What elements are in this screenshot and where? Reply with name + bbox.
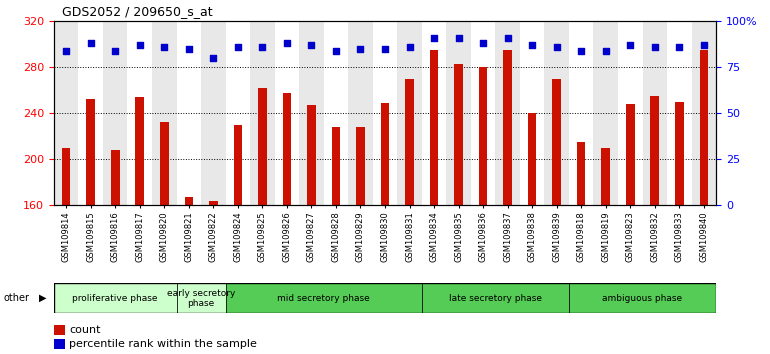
- Text: ambiguous phase: ambiguous phase: [602, 294, 682, 303]
- Point: [256, 44, 269, 50]
- Bar: [601, 148, 610, 205]
- Bar: [454, 64, 463, 205]
- Text: mid secretory phase: mid secretory phase: [277, 294, 370, 303]
- Point: [354, 46, 367, 52]
- Bar: [626, 104, 634, 205]
- Bar: [209, 201, 218, 205]
- Bar: [160, 122, 169, 205]
- Point: [673, 44, 685, 50]
- Text: proliferative phase: proliferative phase: [72, 294, 158, 303]
- Bar: [275, 21, 300, 205]
- Bar: [447, 21, 470, 205]
- Bar: [569, 21, 594, 205]
- Point: [109, 48, 122, 53]
- Bar: [258, 88, 266, 205]
- Point: [575, 48, 588, 53]
- Point: [305, 42, 317, 48]
- Bar: [495, 21, 520, 205]
- Bar: [111, 150, 119, 205]
- Point: [85, 40, 97, 46]
- Point: [453, 35, 465, 41]
- Bar: [128, 21, 152, 205]
- Point: [281, 40, 293, 46]
- Bar: [86, 99, 95, 205]
- Bar: [691, 21, 716, 205]
- Text: count: count: [69, 325, 101, 335]
- Bar: [226, 283, 422, 313]
- Point: [428, 35, 440, 41]
- Bar: [152, 21, 176, 205]
- Bar: [62, 148, 71, 205]
- Bar: [357, 127, 365, 205]
- Point: [698, 42, 710, 48]
- Point: [330, 48, 342, 53]
- Bar: [136, 97, 144, 205]
- Bar: [373, 21, 397, 205]
- Point: [182, 46, 195, 52]
- Bar: [185, 197, 193, 205]
- Text: GDS2052 / 209650_s_at: GDS2052 / 209650_s_at: [62, 5, 213, 18]
- Point: [648, 44, 661, 50]
- Bar: [430, 50, 438, 205]
- Bar: [54, 21, 79, 205]
- Bar: [675, 102, 684, 205]
- Point: [158, 44, 170, 50]
- Bar: [618, 21, 642, 205]
- Point: [207, 55, 219, 61]
- Bar: [479, 67, 487, 205]
- Point: [232, 44, 244, 50]
- Bar: [397, 21, 422, 205]
- Bar: [569, 283, 716, 313]
- Point: [133, 42, 146, 48]
- Bar: [176, 283, 226, 313]
- Bar: [577, 142, 585, 205]
- Bar: [323, 21, 348, 205]
- Text: late secretory phase: late secretory phase: [449, 294, 542, 303]
- Bar: [226, 21, 250, 205]
- Bar: [405, 79, 413, 205]
- Point: [551, 44, 563, 50]
- Bar: [307, 105, 316, 205]
- Point: [526, 42, 538, 48]
- Bar: [54, 339, 65, 349]
- Bar: [544, 21, 569, 205]
- Point: [477, 40, 489, 46]
- Bar: [332, 127, 340, 205]
- Point: [60, 48, 72, 53]
- Point: [600, 48, 612, 53]
- Bar: [651, 96, 659, 205]
- Point: [403, 44, 416, 50]
- Bar: [300, 21, 323, 205]
- Bar: [233, 125, 242, 205]
- Bar: [176, 21, 201, 205]
- Point: [379, 46, 391, 52]
- Bar: [201, 21, 226, 205]
- Bar: [54, 325, 65, 335]
- Point: [624, 42, 637, 48]
- Text: ▶: ▶: [38, 293, 46, 303]
- Bar: [283, 93, 291, 205]
- Text: early secretory
phase: early secretory phase: [167, 289, 236, 308]
- Bar: [79, 21, 103, 205]
- Bar: [520, 21, 544, 205]
- Bar: [348, 21, 373, 205]
- Bar: [103, 21, 128, 205]
- Bar: [528, 113, 537, 205]
- Point: [501, 35, 514, 41]
- Bar: [552, 79, 561, 205]
- Bar: [422, 21, 447, 205]
- Text: other: other: [4, 293, 30, 303]
- Bar: [594, 21, 618, 205]
- Bar: [470, 21, 495, 205]
- Bar: [667, 21, 691, 205]
- Bar: [380, 103, 390, 205]
- Bar: [54, 283, 176, 313]
- Bar: [250, 21, 275, 205]
- Bar: [642, 21, 667, 205]
- Text: percentile rank within the sample: percentile rank within the sample: [69, 339, 257, 349]
- Bar: [422, 283, 569, 313]
- Bar: [700, 50, 708, 205]
- Bar: [504, 50, 512, 205]
